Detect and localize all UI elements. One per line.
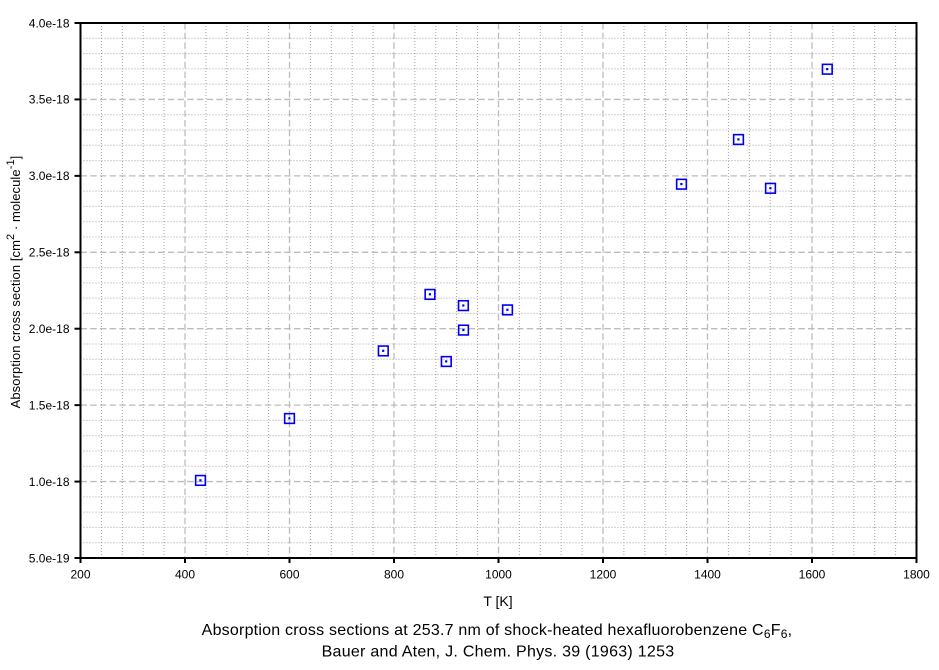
svg-text:1600: 1600 bbox=[799, 568, 826, 582]
svg-text:Bauer and Aten, J. Chem. Phys.: Bauer and Aten, J. Chem. Phys. 39 (1963)… bbox=[322, 644, 675, 661]
svg-text:Absorption cross sections at 2: Absorption cross sections at 253.7 nm of… bbox=[202, 622, 793, 641]
svg-text:1400: 1400 bbox=[694, 568, 721, 582]
svg-text:5.0e-19: 5.0e-19 bbox=[29, 551, 70, 565]
svg-text:1200: 1200 bbox=[590, 568, 617, 582]
svg-text:400: 400 bbox=[175, 568, 195, 582]
svg-text:Absorption cross section [cm2: Absorption cross section [cm2 · molecule… bbox=[5, 156, 23, 409]
svg-text:200: 200 bbox=[70, 568, 90, 582]
svg-text:2.0e-18: 2.0e-18 bbox=[29, 322, 70, 336]
svg-text:T [K]: T [K] bbox=[483, 593, 512, 609]
svg-text:1000: 1000 bbox=[485, 568, 512, 582]
svg-text:1.5e-18: 1.5e-18 bbox=[29, 398, 70, 412]
svg-text:3.5e-18: 3.5e-18 bbox=[29, 93, 70, 107]
svg-text:4.0e-18: 4.0e-18 bbox=[29, 16, 70, 30]
svg-text:1.0e-18: 1.0e-18 bbox=[29, 475, 70, 489]
svg-text:600: 600 bbox=[279, 568, 299, 582]
svg-text:800: 800 bbox=[384, 568, 404, 582]
svg-text:1800: 1800 bbox=[903, 568, 930, 582]
svg-text:3.0e-18: 3.0e-18 bbox=[29, 169, 70, 183]
svg-text:2.5e-18: 2.5e-18 bbox=[29, 246, 70, 260]
